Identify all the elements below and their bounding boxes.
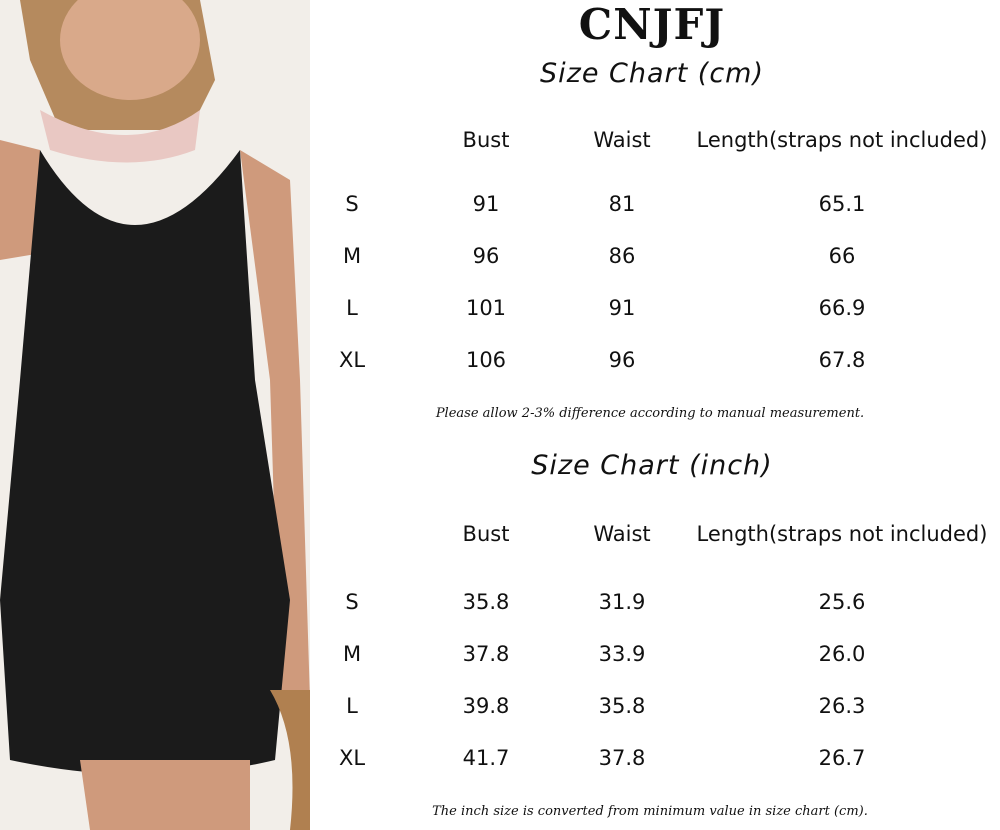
length-cell: 26.0 (818, 642, 866, 666)
header-bust: Bust (462, 128, 510, 152)
waist-cell: 86 (608, 244, 636, 268)
header-bust: Bust (462, 522, 510, 546)
size-cell: S (345, 590, 359, 614)
cm-note: Please allow 2-3% difference according t… (435, 406, 865, 421)
length-cell: 65.1 (818, 192, 866, 216)
header-length: Length(straps not included) (696, 522, 988, 546)
bust-cell: 106 (465, 348, 507, 372)
waist-cell: 35.8 (598, 694, 646, 718)
length-cell: 25.6 (818, 590, 866, 614)
length-cell: 67.8 (818, 348, 866, 372)
header-length: Length(straps not included) (696, 128, 988, 152)
table-row: XL 106 96 67.8 (310, 348, 1000, 378)
waist-cell: 31.9 (598, 590, 646, 614)
table-row: S 35.8 31.9 25.6 (310, 590, 1000, 620)
length-cell: 66.9 (818, 296, 866, 320)
header-waist: Waist (593, 522, 651, 546)
size-cell: L (346, 694, 358, 718)
size-cell: XL (338, 746, 366, 770)
table-row: M 37.8 33.9 26.0 (310, 642, 1000, 672)
table-header: Bust Waist Length(straps not included) (310, 128, 1000, 158)
bust-cell: 96 (472, 244, 500, 268)
bust-cell: 35.8 (462, 590, 510, 614)
size-cell: S (345, 192, 359, 216)
waist-cell: 96 (608, 348, 636, 372)
model-in-black-dress-image (0, 0, 310, 830)
table-header: Bust Waist Length(straps not included) (310, 522, 1000, 552)
length-cell: 26.3 (818, 694, 866, 718)
cm-chart-title: Size Chart (cm) (540, 58, 764, 89)
product-photo (0, 0, 310, 830)
table-row: M 96 86 66 (310, 244, 1000, 274)
inch-chart-title: Size Chart (inch) (531, 450, 773, 481)
bust-cell: 39.8 (462, 694, 510, 718)
waist-cell: 37.8 (598, 746, 646, 770)
brand-logo: CNJFJ (578, 0, 726, 49)
length-cell: 66 (828, 244, 856, 268)
bust-cell: 101 (465, 296, 507, 320)
size-cell: M (342, 642, 362, 666)
bust-cell: 41.7 (462, 746, 510, 770)
length-cell: 26.7 (818, 746, 866, 770)
table-row: S 91 81 65.1 (310, 192, 1000, 222)
table-row: L 39.8 35.8 26.3 (310, 694, 1000, 724)
table-row: XL 41.7 37.8 26.7 (310, 746, 1000, 776)
size-cell: M (342, 244, 362, 268)
waist-cell: 91 (608, 296, 636, 320)
table-row: L 101 91 66.9 (310, 296, 1000, 326)
bust-cell: 91 (472, 192, 500, 216)
waist-cell: 81 (608, 192, 636, 216)
size-cell: XL (338, 348, 366, 372)
waist-cell: 33.9 (598, 642, 646, 666)
size-cell: L (346, 296, 358, 320)
header-waist: Waist (593, 128, 651, 152)
bust-cell: 37.8 (462, 642, 510, 666)
inch-note: The inch size is converted from minimum … (432, 804, 868, 819)
